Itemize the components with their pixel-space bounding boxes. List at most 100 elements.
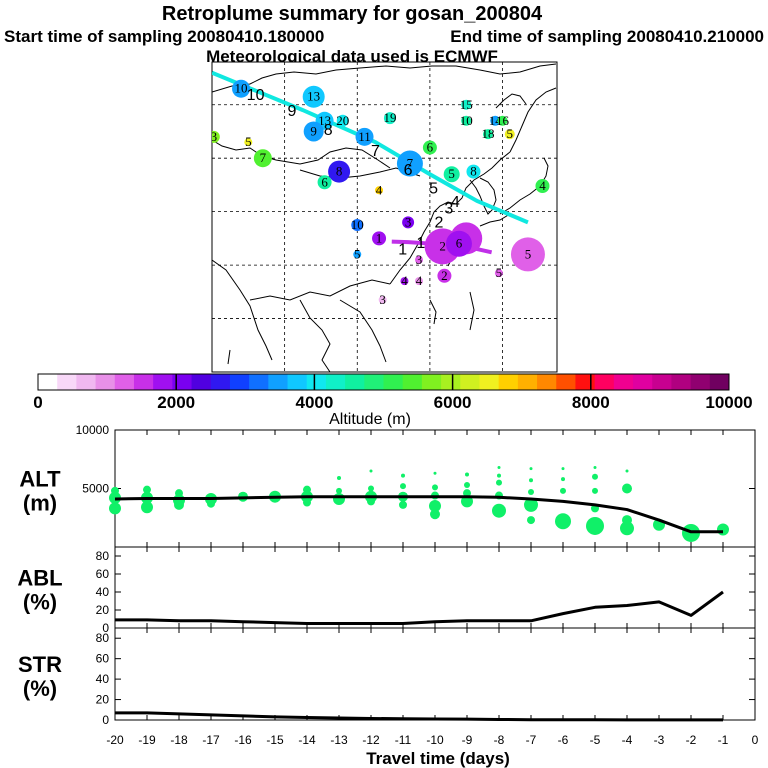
map-marker-dot	[402, 216, 415, 229]
x-tick-label: -13	[330, 733, 348, 747]
colorbar-swatch	[345, 374, 365, 390]
map-marker-label: 8	[470, 164, 477, 179]
colorbar-frame	[37, 373, 730, 391]
x-tick-labels: -20 -19 -18 -17 -16 -15 -14 -13 -12 -11 -10 -9 -8 -7-…	[106, 733, 758, 747]
trajectory-day-label: 9	[287, 103, 296, 120]
map-marker-dot	[461, 115, 472, 126]
start-time-label: Start time of sampling 20080410.180000	[4, 27, 324, 46]
map-marker-dot	[535, 179, 550, 193]
altitude-scatter-point	[622, 515, 632, 526]
map-marker: 4	[415, 273, 423, 288]
map-marker: 3	[378, 292, 387, 307]
map-marker: 11	[355, 127, 374, 146]
colorbar-swatch	[479, 374, 500, 390]
altitude-scatter-point	[333, 493, 345, 506]
altitude-scatter-point	[497, 473, 501, 478]
colorbar-swatch	[76, 374, 97, 390]
altitude-scatter-point	[561, 477, 565, 482]
map-marker-label: 2	[441, 268, 448, 283]
colorbar-swatch	[575, 374, 596, 390]
map-marker-dot	[353, 250, 362, 259]
colorbar-swatch	[460, 374, 480, 390]
map-marker-dot	[244, 138, 253, 147]
map-marker-dot	[253, 149, 272, 168]
colorbar-swatch	[268, 374, 289, 390]
time-series-panels: 500010000ALT(m)020406080ABL(%)020406080S…	[17, 423, 758, 747]
colorbar-swatch	[229, 374, 250, 390]
map-marker: 18	[482, 126, 495, 141]
colorbar-swatch	[325, 374, 346, 390]
panel-abl: 0 20 40 60 80 ABL(%)	[17, 546, 756, 635]
map-marker-label: 10	[235, 81, 248, 96]
map-marker-dot	[372, 231, 387, 246]
map-marker: 8	[328, 160, 351, 183]
map-marker-label: 8	[336, 164, 343, 179]
colorbar-swatch	[613, 374, 634, 390]
colorbar-swatch	[441, 374, 461, 390]
altitude-scatter-point	[207, 499, 215, 508]
x-tick-label: -17	[202, 733, 220, 747]
altitude-scatter-point	[429, 500, 441, 513]
map-marker-dot	[497, 115, 508, 126]
map-marker-dot	[461, 99, 472, 110]
colorbar-swatch	[287, 374, 308, 390]
colorbar-swatch	[191, 374, 212, 390]
altitude-scatter-point	[303, 498, 311, 507]
map-marker-label: 3	[405, 214, 412, 229]
x-tick-label: -8	[494, 733, 505, 747]
panel-ylabel-unit: (%)	[23, 590, 57, 615]
map-marker-label: 5	[496, 265, 503, 280]
x-tick-label: 0	[752, 733, 759, 747]
colorbar-tick-label: 10000	[705, 393, 752, 412]
map-marker-dot	[490, 115, 501, 126]
colorbar-swatch	[383, 374, 404, 390]
map-marker-dot	[336, 114, 349, 127]
map-marker-dot	[383, 112, 396, 125]
altitude-scatter-point	[625, 469, 629, 473]
colorbar-tick-label: 8000	[572, 393, 610, 412]
trajectory-day-label: 10	[247, 87, 265, 104]
panel-ylabel-unit: (%)	[23, 676, 57, 701]
y-tick-label: 20	[96, 693, 110, 707]
y-tick-label: 40	[96, 585, 110, 599]
map-marker-label: 4	[416, 273, 423, 288]
altitude-scatter-point	[368, 485, 374, 492]
colorbar-tick-label: 0	[33, 393, 42, 412]
map-marker-label: 5	[245, 134, 252, 149]
colorbar-swatch	[517, 374, 538, 390]
altitude-scatter-point	[561, 467, 565, 471]
map-marker-label: 16	[496, 113, 510, 128]
map-marker-dot	[445, 230, 472, 257]
map-marker: 13	[315, 111, 334, 130]
altitude-scatter-point	[337, 475, 341, 480]
map-marker-dot	[483, 129, 493, 140]
map-marker-dot	[232, 79, 251, 98]
series-line-abl	[115, 590, 724, 625]
x-tick-label: -15	[266, 733, 284, 747]
map-marker-label: 1	[376, 230, 383, 245]
map-marker-dot	[302, 85, 325, 108]
map-marker: 5	[510, 237, 545, 272]
trajectory-day-label: 2	[435, 214, 444, 231]
map-marker: 7	[253, 149, 272, 168]
colorbar-swatch	[114, 374, 135, 390]
altitude-scatter-point	[527, 516, 535, 525]
map-marker: 16	[496, 113, 510, 128]
map-marker-dot	[510, 237, 545, 272]
altitude-scatter-point	[430, 509, 440, 520]
map-marker-dot	[375, 186, 384, 195]
altitude-scatter-point	[109, 502, 121, 515]
x-tick-label: -16	[234, 733, 252, 747]
colorbar-swatch	[652, 374, 672, 390]
map-marker-label: 4	[401, 273, 408, 288]
map-marker-label: 5	[354, 246, 361, 261]
map-marker-dot	[212, 130, 220, 143]
map-marker: 15	[460, 97, 473, 112]
x-tick-label: -1	[718, 733, 729, 747]
x-axis-label: Travel time (days)	[366, 749, 510, 768]
map-marker: 5	[353, 246, 362, 261]
colorbar-swatch	[690, 374, 711, 390]
